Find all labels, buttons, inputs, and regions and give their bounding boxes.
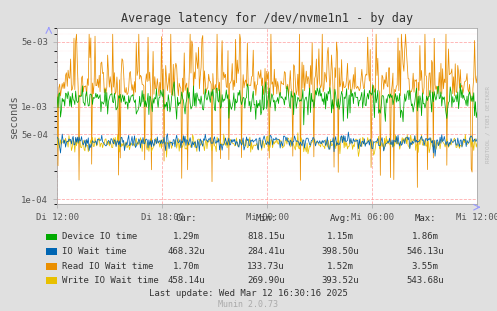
Text: 1.86m: 1.86m <box>412 233 438 241</box>
Text: 1.15m: 1.15m <box>327 233 354 241</box>
Text: 818.15u: 818.15u <box>247 233 285 241</box>
Text: 3.55m: 3.55m <box>412 262 438 271</box>
Text: Last update: Wed Mar 12 16:30:16 2025: Last update: Wed Mar 12 16:30:16 2025 <box>149 289 348 298</box>
Text: 133.73u: 133.73u <box>247 262 285 271</box>
Text: 468.32u: 468.32u <box>167 248 205 256</box>
Text: Write IO Wait time: Write IO Wait time <box>62 276 159 285</box>
Text: 543.68u: 543.68u <box>406 276 444 285</box>
Text: 269.90u: 269.90u <box>247 276 285 285</box>
Text: Max:: Max: <box>414 214 436 223</box>
Text: 1.52m: 1.52m <box>327 262 354 271</box>
Text: Device IO time: Device IO time <box>62 233 137 241</box>
Text: 1.70m: 1.70m <box>173 262 200 271</box>
Text: 1.29m: 1.29m <box>173 233 200 241</box>
Text: 393.52u: 393.52u <box>322 276 359 285</box>
Text: IO Wait time: IO Wait time <box>62 248 126 256</box>
Text: 458.14u: 458.14u <box>167 276 205 285</box>
Text: 546.13u: 546.13u <box>406 248 444 256</box>
Text: Min:: Min: <box>255 214 277 223</box>
Title: Average latency for /dev/nvme1n1 - by day: Average latency for /dev/nvme1n1 - by da… <box>121 12 413 26</box>
Text: 284.41u: 284.41u <box>247 248 285 256</box>
Text: Munin 2.0.73: Munin 2.0.73 <box>219 300 278 309</box>
Text: RRDTOOL / TOBI OETIKER: RRDTOOL / TOBI OETIKER <box>486 86 491 163</box>
Text: Cur:: Cur: <box>175 214 197 223</box>
Text: Read IO Wait time: Read IO Wait time <box>62 262 153 271</box>
Y-axis label: seconds: seconds <box>8 94 18 138</box>
Text: Avg:: Avg: <box>330 214 351 223</box>
Text: 398.50u: 398.50u <box>322 248 359 256</box>
